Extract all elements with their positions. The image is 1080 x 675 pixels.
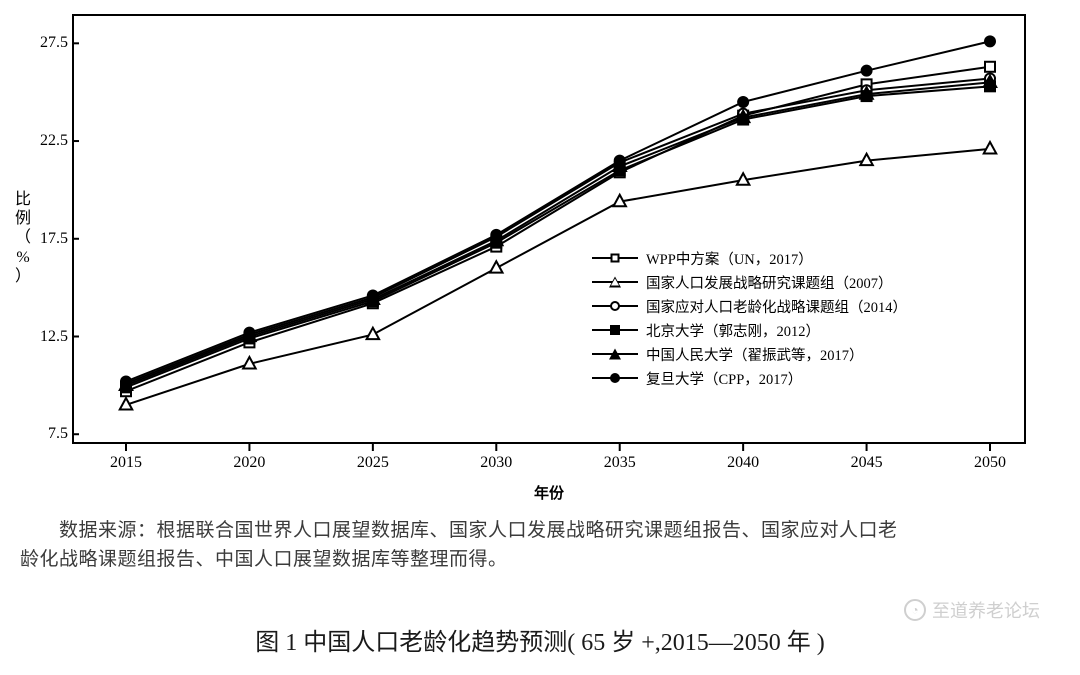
series-marker <box>491 230 501 240</box>
legend-marker-icon <box>609 277 621 288</box>
legend-line-icon <box>592 281 638 283</box>
x-tick-label: 2020 <box>233 454 265 472</box>
legend-line-icon <box>592 377 638 379</box>
x-tick-label: 2025 <box>357 454 389 472</box>
legend-marker-icon <box>611 254 620 263</box>
series-marker <box>985 62 995 72</box>
chart-plot <box>0 0 1080 500</box>
figure-title: 图 1 中国人口老龄化趋势预测( 65 岁 +,2015—2050 年 ) <box>0 622 1080 657</box>
series-marker <box>490 261 503 272</box>
y-tick-label: 27.5 <box>30 34 68 52</box>
legend-line-icon <box>592 329 638 331</box>
legend: WPP中方案（UN，2017） 国家人口发展战略研究课题组（2007） 国家应对人口… <box>592 246 907 390</box>
series-marker <box>985 36 995 46</box>
y-axis-title-text: 比例（%） <box>15 191 31 285</box>
legend-line-icon <box>592 353 638 355</box>
legend-label: 北京大学（郭志刚，2012） <box>646 320 820 341</box>
legend-marker-icon <box>610 301 620 311</box>
series-marker <box>121 376 131 386</box>
legend-marker-icon <box>610 325 620 335</box>
series-marker <box>984 142 997 153</box>
legend-item: 国家人口发展战略研究课题组（2007） <box>592 270 907 294</box>
legend-line-icon <box>592 305 638 307</box>
legend-item: WPP中方案（UN，2017） <box>592 246 907 270</box>
watermark: ◔ 至道养老论坛 <box>904 597 1040 623</box>
series-marker <box>738 97 748 107</box>
y-tick-label: 17.5 <box>30 230 68 248</box>
legend-marker-icon <box>609 349 621 360</box>
x-tick-label: 2040 <box>727 454 759 472</box>
x-axis-title-text: 年份 <box>534 486 564 502</box>
figure-title-text: 图 1 中国人口老龄化趋势预测( 65 岁 +,2015—2050 年 ) <box>255 630 825 656</box>
series-marker <box>368 290 378 300</box>
series-marker <box>862 66 872 76</box>
legend-label: 中国人民大学（翟振武等，2017） <box>646 344 864 365</box>
legend-label: 复旦大学（CPP，2017） <box>646 368 802 389</box>
x-axis-title: 年份 <box>534 482 564 503</box>
watermark-text: 至道养老论坛 <box>932 597 1040 623</box>
legend-item: 北京大学（郭志刚，2012） <box>592 318 907 342</box>
legend-line-icon <box>592 257 638 259</box>
source-note-line-2: 龄化战略课题组报告、中国人口展望数据库等整理而得。 <box>20 545 1060 574</box>
wechat-icon: ◔ <box>904 599 926 621</box>
legend-item: 中国人民大学（翟振武等，2017） <box>592 342 907 366</box>
series-marker <box>367 328 380 339</box>
legend-marker-icon <box>610 373 620 383</box>
legend-item: 复旦大学（CPP，2017） <box>592 366 907 390</box>
source-note-line-1: 数据来源：根据联合国世界人口展望数据库、国家人口发展战略研究课题组报告、国家应对… <box>20 516 1060 545</box>
series-marker <box>615 156 625 166</box>
x-tick-label: 2045 <box>851 454 883 472</box>
legend-label: 国家人口发展战略研究课题组（2007） <box>646 272 893 293</box>
x-tick-label: 2035 <box>604 454 636 472</box>
y-tick-label: 22.5 <box>30 132 68 150</box>
x-tick-label: 2030 <box>480 454 512 472</box>
legend-label: WPP中方案（UN，2017） <box>646 248 813 269</box>
y-tick-label: 12.5 <box>30 328 68 346</box>
x-tick-label: 2050 <box>974 454 1006 472</box>
x-tick-label: 2015 <box>110 454 142 472</box>
legend-label: 国家应对人口老龄化战略课题组（2014） <box>646 296 907 317</box>
legend-item: 国家应对人口老龄化战略课题组（2014） <box>592 294 907 318</box>
source-note: 数据来源：根据联合国世界人口展望数据库、国家人口发展战略研究课题组报告、国家应对… <box>20 516 1060 575</box>
y-tick-label: 7.5 <box>30 425 68 443</box>
series-marker <box>244 328 254 338</box>
